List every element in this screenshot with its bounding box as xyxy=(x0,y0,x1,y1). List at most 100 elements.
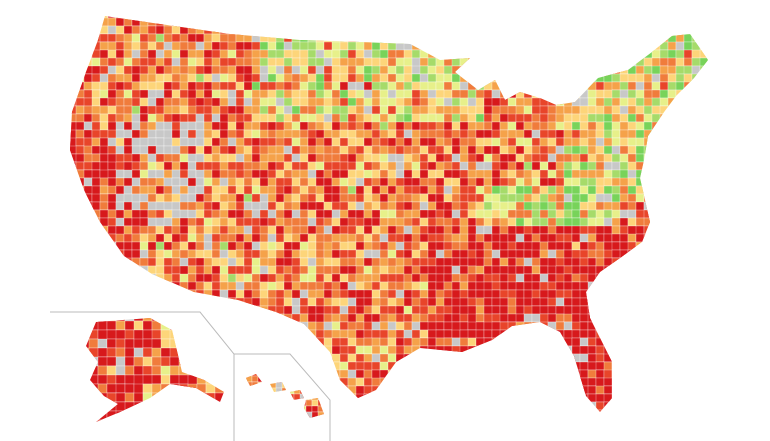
county xyxy=(595,129,605,139)
county xyxy=(246,411,259,418)
county xyxy=(379,393,397,403)
borough xyxy=(115,410,126,421)
county xyxy=(196,418,212,426)
county xyxy=(163,401,173,412)
county xyxy=(267,113,277,123)
county xyxy=(323,113,333,123)
county xyxy=(267,177,277,187)
county xyxy=(595,33,605,51)
county xyxy=(555,353,573,363)
county xyxy=(83,369,93,379)
county xyxy=(707,201,708,219)
county xyxy=(70,57,77,67)
county xyxy=(323,121,333,131)
county xyxy=(587,385,597,395)
county xyxy=(299,129,309,139)
county xyxy=(267,16,285,27)
county xyxy=(131,17,141,27)
county xyxy=(531,225,541,235)
county xyxy=(147,409,165,412)
county xyxy=(547,377,565,395)
county xyxy=(619,409,629,412)
county xyxy=(411,353,429,371)
county xyxy=(571,177,581,187)
county xyxy=(227,393,237,411)
county xyxy=(643,321,661,339)
county xyxy=(347,16,357,27)
county xyxy=(269,381,277,389)
county xyxy=(691,249,708,259)
borough xyxy=(86,356,90,376)
county xyxy=(235,361,253,379)
county xyxy=(395,385,413,403)
county xyxy=(339,16,357,19)
county xyxy=(363,17,381,35)
borough xyxy=(106,374,117,385)
county xyxy=(291,321,301,339)
county xyxy=(387,281,397,291)
county xyxy=(260,418,268,426)
county xyxy=(269,375,283,383)
county xyxy=(228,418,244,434)
borough xyxy=(178,329,198,340)
county xyxy=(435,16,445,27)
county xyxy=(323,313,333,323)
county xyxy=(131,25,141,35)
borough xyxy=(223,356,224,376)
county xyxy=(299,265,309,275)
borough xyxy=(223,329,224,349)
county xyxy=(179,401,189,412)
county xyxy=(539,25,549,35)
county xyxy=(155,273,165,283)
county xyxy=(70,233,77,243)
county xyxy=(243,321,253,331)
county xyxy=(555,17,573,27)
county xyxy=(707,73,708,91)
county xyxy=(651,329,669,347)
county xyxy=(235,337,245,347)
county xyxy=(563,81,581,99)
county xyxy=(507,25,517,35)
county xyxy=(268,418,284,434)
county xyxy=(667,169,685,179)
county xyxy=(371,385,389,395)
county xyxy=(619,217,629,227)
county xyxy=(60,290,68,298)
county xyxy=(619,337,629,347)
county xyxy=(563,233,573,243)
county xyxy=(307,121,317,131)
county xyxy=(651,265,661,275)
county xyxy=(131,73,141,83)
county xyxy=(307,25,325,35)
county xyxy=(411,41,429,51)
county xyxy=(467,361,485,371)
county xyxy=(291,337,301,355)
county xyxy=(467,33,477,51)
county xyxy=(603,41,621,51)
county xyxy=(643,273,653,291)
county xyxy=(667,297,685,307)
county xyxy=(339,177,349,187)
county xyxy=(283,185,293,195)
county xyxy=(507,233,517,243)
county xyxy=(155,313,165,323)
county xyxy=(305,381,319,389)
county xyxy=(275,353,293,363)
county xyxy=(699,385,708,395)
county xyxy=(179,345,189,355)
county xyxy=(305,399,313,407)
county xyxy=(691,137,708,155)
county xyxy=(291,16,309,27)
county xyxy=(163,241,173,251)
county xyxy=(419,369,429,379)
county xyxy=(491,361,509,379)
county xyxy=(667,233,677,243)
county xyxy=(267,337,285,355)
county xyxy=(643,241,661,259)
county xyxy=(563,65,581,83)
county xyxy=(379,41,389,51)
borough xyxy=(124,329,135,340)
county xyxy=(579,49,597,59)
county xyxy=(427,41,445,51)
county xyxy=(187,401,197,411)
